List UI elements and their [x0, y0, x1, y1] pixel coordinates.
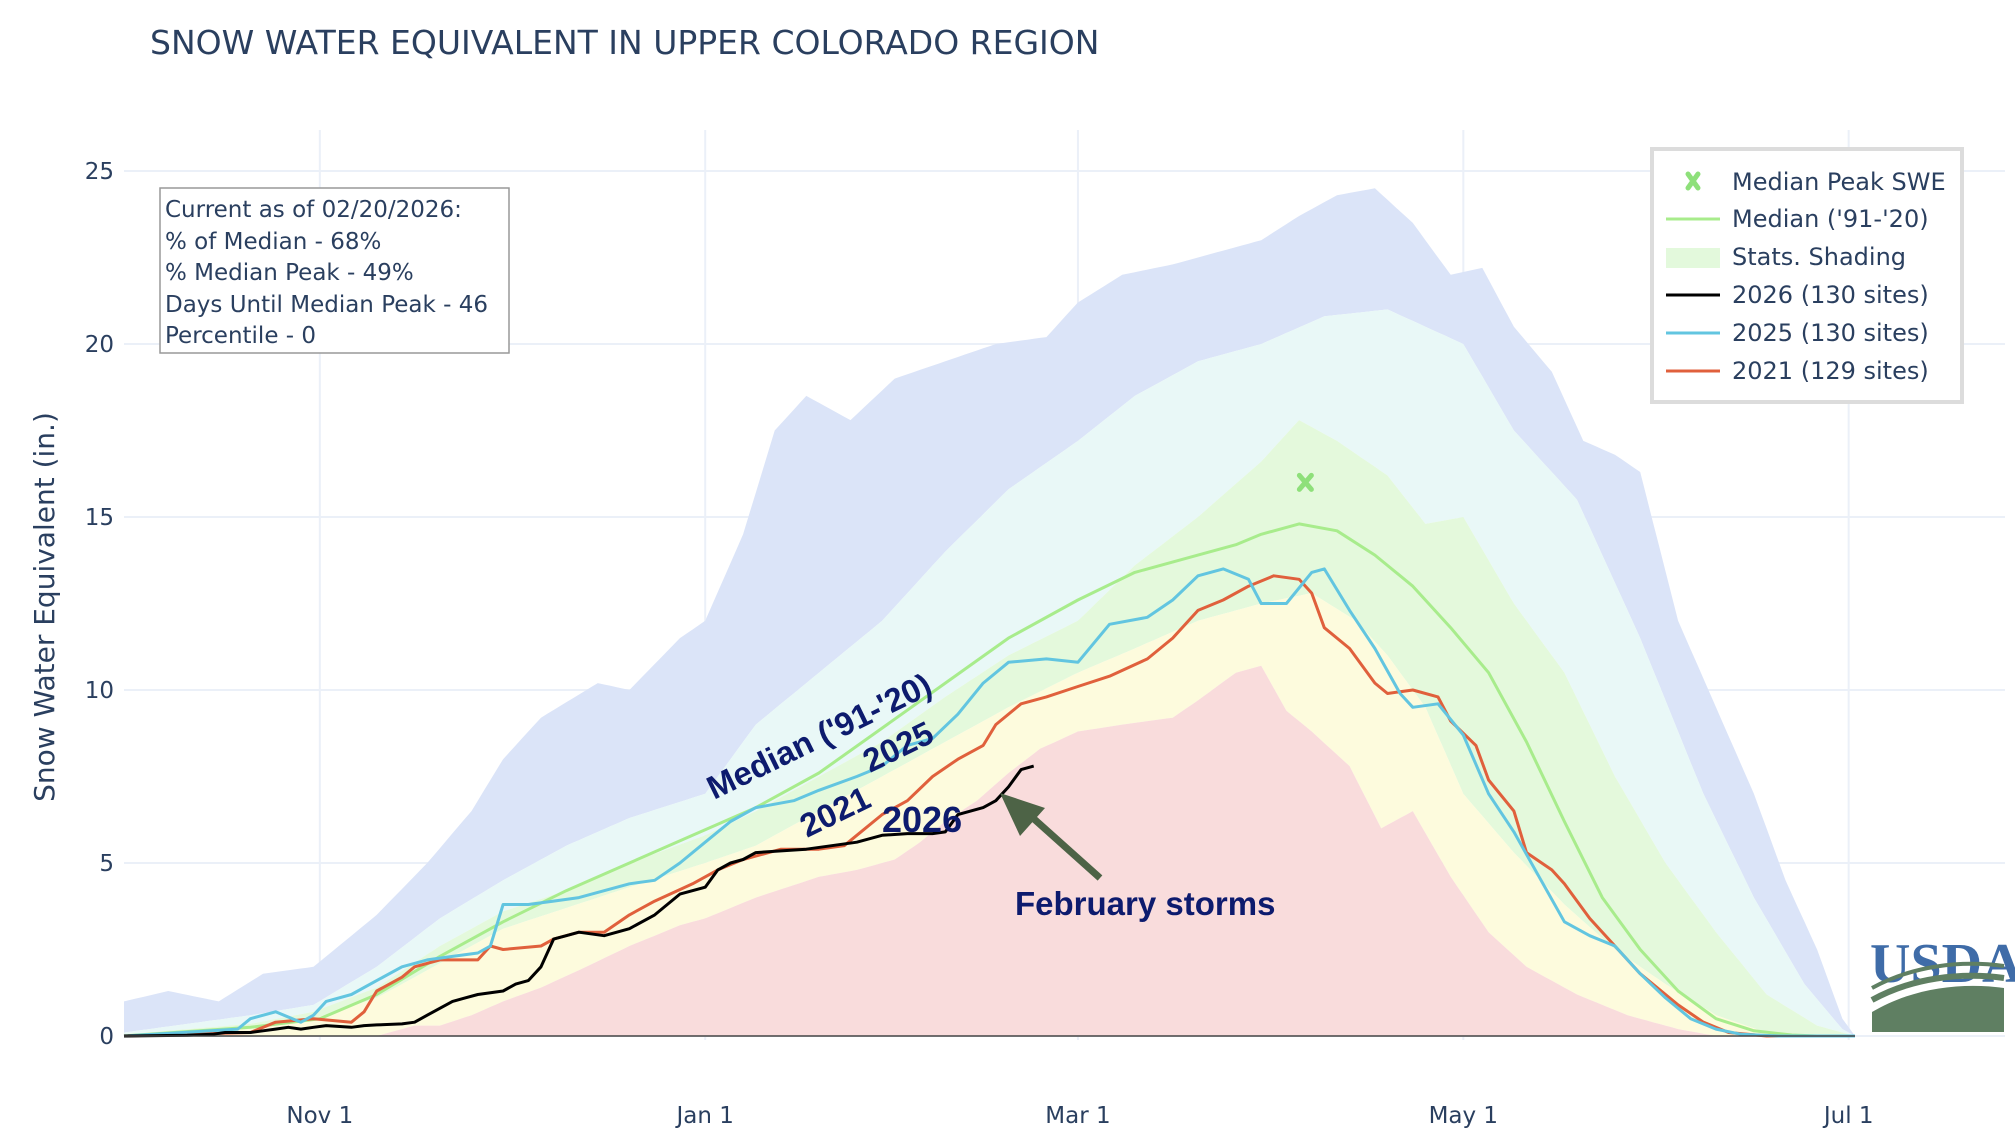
usda-logo: USDA [1870, 933, 2015, 1032]
legend-label-median: Median ('91-'20) [1732, 205, 1929, 233]
x-marker-icon [1685, 171, 1701, 191]
median-peak-marker [1296, 472, 1314, 492]
annotation-2026: 2026 [882, 799, 962, 840]
annotation-february-storms: February storms [1015, 885, 1275, 922]
info-box: Current as of 02/20/2026: % of Median - … [159, 187, 510, 354]
info-line-4: Days Until Median Peak - 46 [165, 292, 488, 318]
band-p70-p50 [124, 420, 1855, 1037]
x-tick-mar-1: Mar 1 [1045, 1103, 1110, 1129]
info-line-5: Percentile - 0 [165, 323, 316, 349]
info-line-1: Current as of 02/20/2026: [165, 197, 462, 223]
band-p90-p70 [124, 309, 1855, 1036]
y-axis: 0 5 10 15 20 25 [85, 159, 114, 1050]
legend-item-2026[interactable]: 2026 (130 sites) [1666, 281, 1929, 309]
x-tick-nov-1: Nov 1 [286, 1103, 353, 1129]
y-tick-10: 10 [85, 678, 114, 704]
band-min-zero [124, 665, 1855, 1036]
legend-label-median-peak: Median Peak SWE [1732, 168, 1946, 196]
info-line-2: % of Median - 68% [165, 229, 381, 255]
usda-logo-swoosh [1870, 972, 2005, 1003]
legend-item-2025[interactable]: 2025 (130 sites) [1666, 319, 1929, 347]
legend-label-shading: Stats. Shading [1732, 243, 1906, 271]
x-tick-jan-1: Jan 1 [675, 1103, 734, 1129]
legend-item-stats-shading[interactable]: Stats. Shading [1666, 243, 1906, 271]
band-max-p90 [124, 188, 1855, 1037]
y-tick-25: 25 [85, 159, 114, 185]
legend-label-2021: 2021 (129 sites) [1732, 357, 1929, 385]
usda-logo-field [1872, 985, 2004, 1032]
y-tick-20: 20 [85, 332, 114, 358]
legend-label-2025: 2025 (130 sites) [1732, 319, 1929, 347]
legend-item-median-peak[interactable]: Median Peak SWE [1685, 168, 1946, 196]
legend-frame [1650, 147, 1964, 404]
series-line-2 [123, 567, 1855, 1038]
series-line-3 [123, 764, 1035, 1038]
usda-logo-swoosh-2 [1871, 961, 2005, 990]
x-axis: Nov 1 Jan 1 Mar 1 May 1 Jul 1 [286, 1103, 1873, 1129]
x-tick-jul-1: Jul 1 [1822, 1103, 1874, 1129]
chart-title: SNOW WATER EQUIVALENT IN UPPER COLORADO … [150, 23, 1099, 62]
y-tick-5: 5 [99, 851, 114, 877]
legend-item-2021[interactable]: 2021 (129 sites) [1666, 357, 1929, 385]
legend-swatch-shading [1666, 248, 1720, 268]
y-tick-15: 15 [85, 505, 114, 531]
band-p50-min [124, 593, 1855, 1036]
x-tick-may-1: May 1 [1429, 1103, 1499, 1129]
arrow-icon [1000, 793, 1103, 881]
legend-label-2026: 2026 (130 sites) [1732, 281, 1929, 309]
legend-item-median[interactable]: Median ('91-'20) [1666, 205, 1929, 233]
y-tick-0: 0 [99, 1024, 114, 1050]
band-layer [124, 188, 1855, 1037]
legend[interactable]: Median Peak SWE Median ('91-'20) Stats. … [1650, 147, 1964, 404]
y-axis-title: Snow Water Equivalent (in.) [28, 412, 61, 802]
info-line-3: % Median Peak - 49% [165, 260, 414, 286]
info-box-frame [159, 187, 510, 354]
series-layer [123, 472, 1855, 1038]
